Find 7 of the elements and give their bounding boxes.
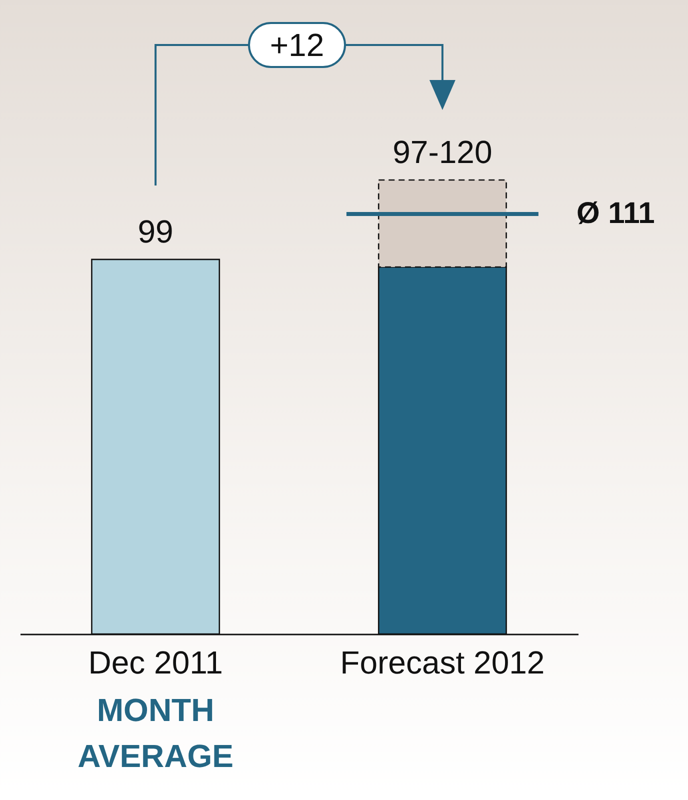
x-tick-label: Forecast 2012	[340, 644, 545, 680]
text: MONTH AVERAGE	[78, 692, 234, 774]
x-tick-label: Dec 2011	[88, 644, 223, 680]
data-label: 97-120	[392, 134, 492, 170]
text: +12	[270, 27, 324, 63]
ref-line-label: Ø 111	[576, 197, 655, 230]
data-label: 99	[138, 213, 174, 250]
